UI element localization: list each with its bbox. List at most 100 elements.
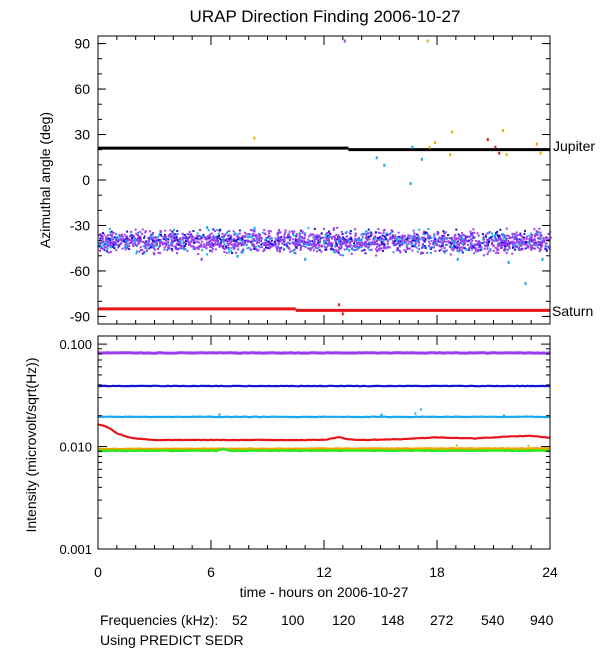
band-point [332, 228, 335, 231]
band-point [337, 250, 340, 253]
band-point [217, 239, 220, 242]
band-point [277, 235, 280, 238]
band-point [413, 239, 416, 242]
band-point [289, 236, 292, 239]
band-point [376, 237, 379, 239]
x-tick-label: 0 [94, 564, 102, 580]
band-point [320, 250, 323, 253]
band-point [461, 239, 464, 242]
band-point [274, 243, 277, 245]
band-point [315, 238, 318, 241]
band-point [541, 240, 544, 243]
band-point [152, 245, 155, 247]
band-point [235, 239, 238, 242]
band-point [472, 236, 475, 239]
band-point [253, 234, 256, 237]
band-point [523, 240, 525, 243]
scatter-point [409, 182, 412, 185]
band-point [163, 246, 166, 249]
band-point [513, 233, 516, 236]
band-point [139, 246, 142, 249]
band-point [543, 241, 546, 244]
band-point [248, 246, 251, 249]
band-point [235, 240, 238, 243]
band-point [210, 242, 213, 244]
band-point [534, 239, 537, 242]
band-point [137, 242, 140, 245]
band-point [543, 239, 546, 242]
band-point [377, 231, 380, 234]
band-point [277, 241, 280, 244]
band-point [331, 242, 334, 245]
band-point [437, 231, 440, 234]
band-point [456, 240, 459, 243]
band-point [482, 242, 485, 245]
band-point [465, 248, 468, 250]
band-point [205, 247, 208, 250]
band-point [287, 245, 290, 248]
band-point [463, 241, 466, 244]
band-point [118, 244, 121, 247]
band-point [297, 238, 300, 241]
band-point [263, 241, 266, 244]
band-point [109, 250, 112, 253]
band-point [398, 237, 401, 240]
band-point [219, 237, 222, 240]
band-point [312, 249, 315, 252]
band-point [336, 244, 338, 247]
band-point [228, 230, 231, 232]
band-point [421, 244, 424, 246]
band-point [223, 248, 226, 250]
band-point [255, 236, 258, 239]
band-point [453, 245, 456, 248]
band-point [283, 241, 286, 244]
band-point [505, 243, 507, 246]
y-tick-label: 0.100 [59, 337, 92, 352]
band-point [99, 243, 102, 246]
band-point [299, 229, 302, 232]
band-point [411, 239, 414, 242]
band-point [455, 246, 458, 248]
band-point [404, 242, 406, 245]
band-point [304, 246, 307, 249]
y-tick-label: -30 [70, 217, 90, 233]
band-point [264, 243, 267, 246]
band-point [348, 232, 351, 235]
band-point [254, 239, 257, 242]
band-point [475, 248, 477, 251]
band-point [348, 242, 351, 245]
band-point [234, 245, 237, 248]
band-point [125, 239, 128, 242]
band-point [252, 243, 255, 246]
band-point [257, 249, 260, 252]
band-point [278, 250, 281, 253]
band-point [486, 245, 489, 248]
band-point [195, 240, 198, 243]
band-point [403, 239, 406, 242]
band-point [137, 231, 140, 234]
band-point [407, 236, 410, 239]
band-point [383, 247, 386, 250]
band-point [376, 239, 378, 242]
band-point [207, 243, 210, 246]
band-point [416, 250, 419, 253]
band-point [308, 235, 311, 238]
band-point [503, 243, 506, 246]
band-point [202, 233, 205, 236]
band-point [189, 240, 192, 243]
band-point [236, 235, 239, 238]
band-point [402, 241, 405, 244]
band-point [322, 236, 325, 239]
band-point [394, 234, 397, 237]
band-point [100, 234, 103, 237]
band-point [151, 243, 154, 246]
band-point [244, 239, 246, 242]
band-point [175, 233, 178, 236]
band-point [475, 243, 478, 246]
band-point [174, 233, 176, 236]
band-point [199, 229, 202, 232]
band-point [424, 247, 427, 250]
band-point [385, 247, 388, 250]
band-point [498, 242, 501, 245]
band-point [314, 237, 317, 239]
